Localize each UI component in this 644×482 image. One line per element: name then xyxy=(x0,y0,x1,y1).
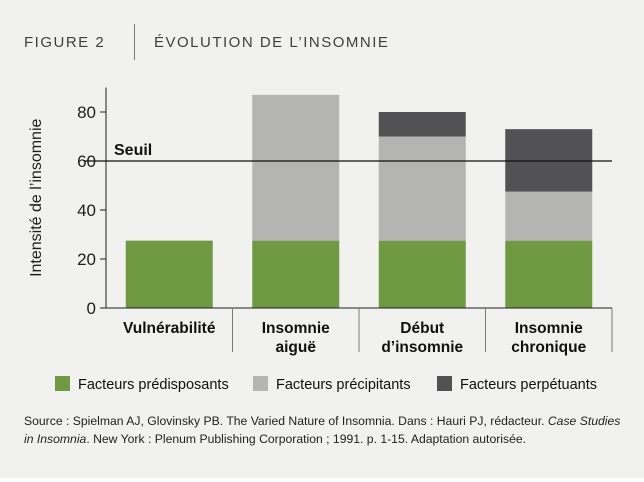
legend-swatch xyxy=(55,376,70,391)
figure-label: FIGURE 2 xyxy=(24,34,106,51)
x-category-label: aiguë xyxy=(276,339,317,356)
header-divider xyxy=(134,24,135,60)
x-category-label: Vulnérabilité xyxy=(123,320,216,337)
legend-label: Facteurs perpétuants xyxy=(460,377,598,393)
source-note: Source : Spielman AJ, Glovinsky PB. The … xyxy=(24,412,624,448)
bar-segment xyxy=(125,240,213,308)
legend-item: Facteurs prédisposants xyxy=(55,376,229,393)
x-category-label: chronique xyxy=(511,339,586,356)
x-category-label: d’insomnie xyxy=(381,339,463,356)
source-text: Source : Spielman AJ, Glovinsky PB. The … xyxy=(24,414,548,428)
bar-segment xyxy=(252,240,340,308)
legend-swatch xyxy=(253,376,268,391)
legend-label: Facteurs précipitants xyxy=(276,377,411,393)
bar-segment xyxy=(378,136,466,241)
y-tick-label: 40 xyxy=(77,201,96,220)
bar-segment xyxy=(378,240,466,308)
x-category-label: Insomnie xyxy=(515,320,583,337)
figure-title: ÉVOLUTION DE L’INSOMNIE xyxy=(154,34,390,51)
source-book-title: Case Studies in Insomnia xyxy=(24,414,621,446)
legend-label: Facteurs prédisposants xyxy=(78,377,229,393)
y-axis-title: Intensité de l’insomnie xyxy=(28,118,45,276)
legend-swatch xyxy=(437,376,452,391)
source-text-end: . New York : Plenum Publishing Corporati… xyxy=(86,432,527,446)
bar-segment xyxy=(252,94,340,241)
legend-item: Facteurs perpétuants xyxy=(437,376,597,393)
bar-segment xyxy=(378,112,466,137)
y-tick-label: 80 xyxy=(77,103,96,122)
chart-legend: Facteurs prédisposants Facteurs précipita… xyxy=(0,372,644,398)
x-category-label: Insomnie xyxy=(262,320,330,337)
x-category-label: Début xyxy=(400,320,444,337)
y-tick-label: 20 xyxy=(77,250,96,269)
y-tick-label: 0 xyxy=(87,299,96,318)
legend-item: Facteurs précipitants xyxy=(253,376,411,393)
bar-segment xyxy=(505,240,593,308)
threshold-label: Seuil xyxy=(114,142,152,159)
bar-segment xyxy=(505,191,593,241)
